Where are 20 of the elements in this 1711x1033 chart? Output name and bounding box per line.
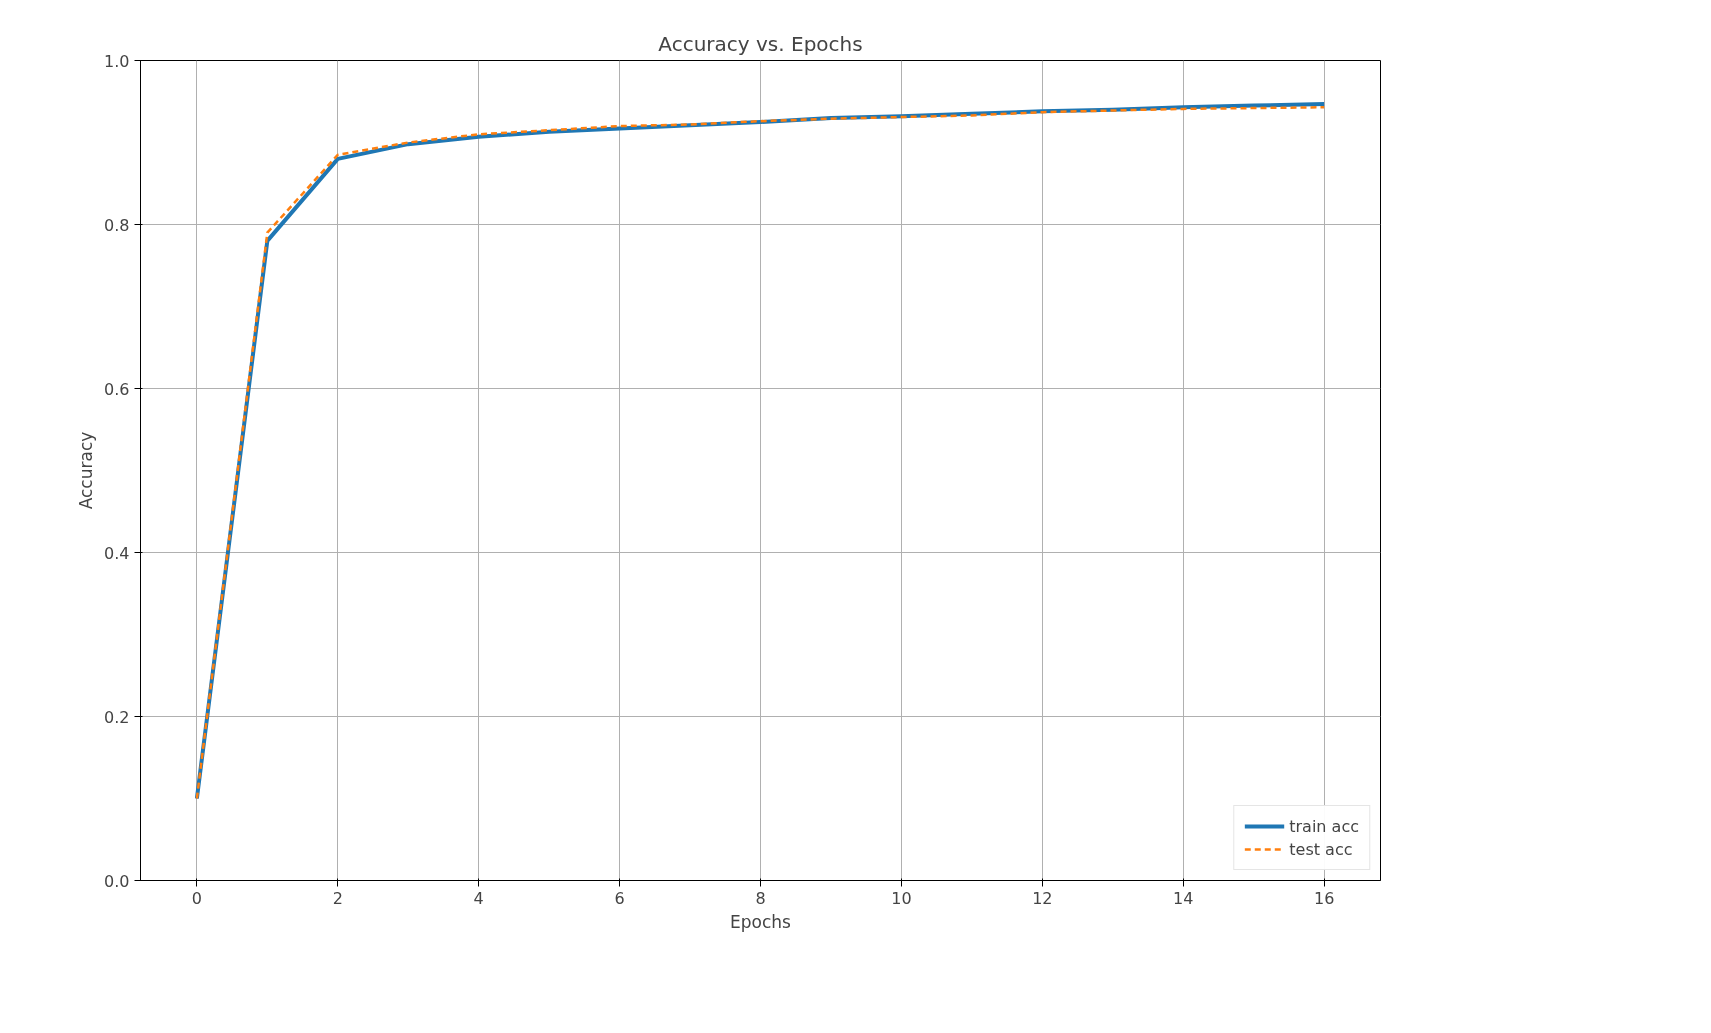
- x-tick-label: 10: [891, 888, 912, 908]
- y-tick-label: 0.0: [104, 871, 130, 891]
- x-tick-label: 8: [755, 888, 766, 908]
- x-tick-label: 12: [1032, 888, 1053, 908]
- x-tick-label: 4: [473, 888, 484, 908]
- x-tick-label: 14: [1173, 888, 1194, 908]
- y-axis-title: Accuracy: [76, 431, 97, 510]
- y-tick-label: 0.2: [104, 707, 130, 727]
- chart-title: Accuracy vs. Epochs: [658, 31, 863, 56]
- legend-label: train acc: [1289, 816, 1359, 836]
- y-tick-label: 0.6: [104, 379, 130, 399]
- x-tick-label: 2: [332, 888, 343, 908]
- y-tick-label: 0.4: [104, 543, 130, 563]
- x-tick-label: 0: [191, 888, 202, 908]
- legend-label: test acc: [1289, 839, 1353, 859]
- y-tick-label: 0.8: [104, 215, 130, 235]
- x-tick-label: 6: [614, 888, 625, 908]
- x-axis-title: Epochs: [730, 911, 792, 932]
- x-tick-label: 16: [1313, 888, 1335, 908]
- y-tick-label: 1.0: [104, 51, 130, 71]
